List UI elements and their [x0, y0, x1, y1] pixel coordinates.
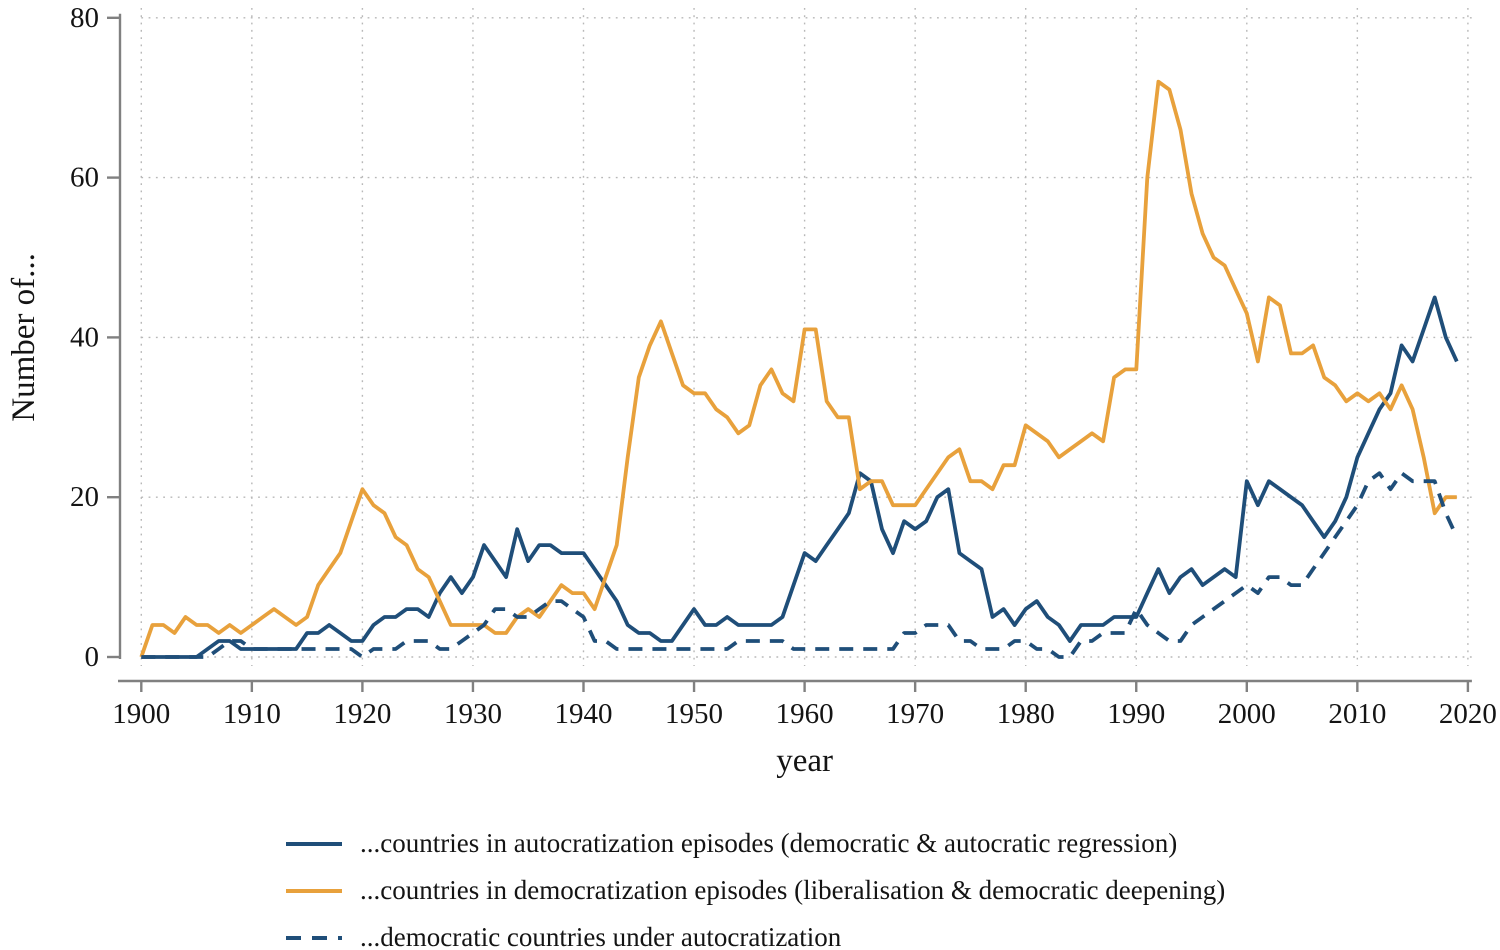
y-tick-label: 0 [85, 641, 100, 673]
x-tick-label: 1950 [665, 698, 723, 730]
x-tick-label: 1900 [112, 698, 170, 730]
x-tick-label: 1960 [776, 698, 834, 730]
x-tick-label: 1980 [997, 698, 1055, 730]
legend-label-autocratization: ...countries in autocratization episodes… [360, 828, 1178, 858]
x-tick-label: 2020 [1439, 698, 1497, 730]
x-tick-label: 1920 [333, 698, 391, 730]
solid-blue-line-icon [286, 841, 342, 846]
solid-orange-line-icon [286, 888, 342, 893]
x-tick-label: 1990 [1107, 698, 1165, 730]
x-tick-label: 2000 [1218, 698, 1276, 730]
y-tick-label: 80 [70, 2, 99, 34]
y-tick-label: 40 [70, 321, 99, 353]
legend: ...countries in autocratization episodes… [286, 828, 1225, 950]
legend-item-democratization: ...countries in democratization episodes… [286, 875, 1225, 906]
legend-label-democratization: ...countries in democratization episodes… [360, 875, 1226, 905]
line-chart: 0 20 40 60 80 1900 1910 1920 1930 1940 1950 1960 197… [6, 2, 1497, 779]
x-axis-title: year [776, 743, 833, 779]
series-line-democratic_countries_under_autocratization [141, 471, 1459, 659]
x-tick-label: 1940 [555, 698, 613, 730]
x-tick-label: 2010 [1328, 698, 1386, 730]
x-tick-label: 1930 [444, 698, 502, 730]
legend-item-autocratization: ...countries in autocratization episodes… [286, 828, 1225, 859]
legend-item-dem-under-autocratization: ...democratic countries under autocratiz… [286, 922, 1225, 950]
series-line-democratization_episodes [139, 79, 1457, 658]
x-tick-label: 1910 [223, 698, 281, 730]
legend-label-dem-under-autocratization: ...democratic countries under autocratiz… [360, 922, 842, 950]
y-tick-label: 20 [70, 481, 99, 513]
series-line-autocratization_episodes [141, 295, 1459, 659]
x-tick-label: 1970 [886, 698, 944, 730]
y-axis-title: Number of... [6, 253, 42, 422]
dashed-blue-line-icon [286, 935, 342, 940]
y-tick-label: 60 [70, 162, 99, 194]
